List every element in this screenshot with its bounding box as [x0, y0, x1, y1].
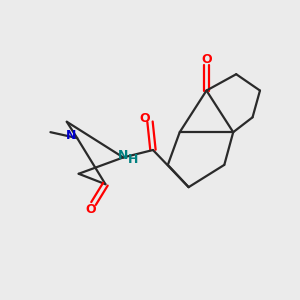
Text: O: O	[139, 112, 150, 125]
Text: N: N	[118, 148, 128, 162]
Text: O: O	[85, 203, 96, 216]
Text: N: N	[65, 129, 76, 142]
Text: H: H	[128, 153, 138, 166]
Text: O: O	[201, 53, 212, 66]
